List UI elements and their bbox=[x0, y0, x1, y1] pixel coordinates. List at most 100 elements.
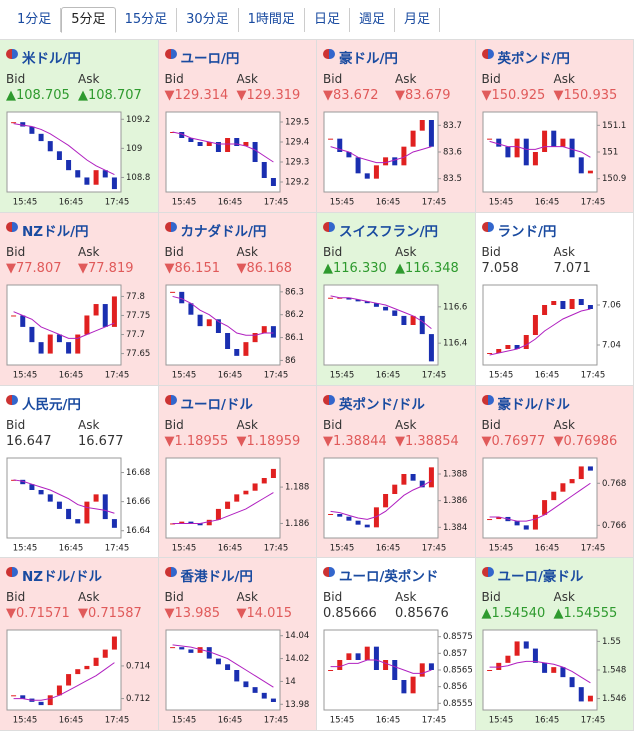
tab[interactable]: 15分足 bbox=[116, 7, 178, 32]
flag-icon bbox=[164, 394, 177, 405]
y-tick-label: 1.188 bbox=[285, 482, 309, 492]
rate-cell[interactable]: ユーロ/豪ドル Bid Ask ▲1.54540 ▲1.54555 1.546 1.548 1… bbox=[475, 558, 634, 731]
pair-name[interactable]: 英ポンド/ドル bbox=[339, 396, 425, 413]
bid-label: Bid bbox=[323, 417, 343, 432]
pair-name[interactable]: 豪ドル/ドル bbox=[497, 396, 570, 413]
rate-cell[interactable]: ランド/円 Bid Ask 7.058 7.071 7.04 7.06 15:45 16:45 1… bbox=[475, 212, 634, 386]
tab[interactable]: 5分足 bbox=[61, 6, 116, 33]
bid-value: ▼1.38844 bbox=[323, 433, 387, 449]
flag-icon bbox=[323, 567, 335, 578]
rate-cell[interactable]: 香港ドル/円 Bid Ask ▼13.985 ▼14.015 13.98 14 14.02 14… bbox=[158, 558, 317, 731]
candle bbox=[373, 506, 379, 527]
candle bbox=[569, 298, 575, 309]
y-tick-label: 86.1 bbox=[285, 333, 304, 343]
rate-cell[interactable]: NZドル/円 Bid Ask ▼77.807 ▼77.819 77.65 77.7 77.75… bbox=[0, 212, 159, 386]
tab[interactable]: 日足 bbox=[305, 7, 350, 32]
candle bbox=[495, 663, 501, 671]
candle bbox=[224, 664, 230, 671]
x-tick-label: 15:45 bbox=[330, 370, 355, 380]
rate-cell[interactable]: 豪ドル/ドル Bid Ask ▼0.76977 ▼0.76986 0.766 0.768 15… bbox=[475, 385, 634, 559]
y-tick-label: 109 bbox=[126, 144, 142, 154]
rate-cell[interactable]: NZドル/ドル Bid Ask ▼0.71571 ▼0.71587 0.712 0.714 1… bbox=[0, 558, 159, 731]
pair-name[interactable]: 米ドル/円 bbox=[22, 51, 81, 67]
moving-average bbox=[172, 644, 274, 688]
pair-name[interactable]: 香港ドル/円 bbox=[180, 569, 253, 586]
rate-cell[interactable]: ユーロ/英ポンド Bid Ask 0.85666 0.85676 0.8555 0.856 0… bbox=[317, 558, 476, 731]
rate-cell[interactable]: ユーロ/ドル Bid Ask ▼1.18955 ▼1.18959 1.186 1.188 15… bbox=[158, 385, 317, 559]
candle bbox=[261, 693, 267, 699]
ask-value: ▲116.348 bbox=[395, 260, 459, 276]
moving-average bbox=[488, 140, 591, 158]
candle bbox=[178, 647, 184, 650]
candle bbox=[559, 482, 565, 492]
x-tick-label: 16:45 bbox=[59, 370, 84, 380]
tab[interactable]: 1分足 bbox=[8, 7, 62, 32]
candle bbox=[486, 138, 492, 140]
rate-cell[interactable]: 人民元/円 Bid Ask 16.647 16.677 16.64 16.66 16.68 15… bbox=[0, 385, 159, 559]
y-tick-label: 0.856 bbox=[443, 682, 467, 692]
candle bbox=[401, 146, 407, 166]
y-tick-label: 77.8 bbox=[126, 292, 145, 302]
flag-icon bbox=[481, 221, 494, 232]
bid-label: Bid bbox=[6, 590, 26, 605]
tab[interactable]: 30分足 bbox=[177, 7, 239, 32]
pair-name[interactable]: ユーロ/ドル bbox=[180, 396, 253, 413]
pair-name[interactable]: カナダドル/円 bbox=[180, 223, 267, 240]
candle bbox=[532, 314, 538, 335]
ask-label: Ask bbox=[78, 244, 100, 259]
candle bbox=[111, 177, 117, 190]
rate-cell[interactable]: 英ポンド/ドル Bid Ask ▼1.38844 ▼1.38854 1.384 1.386 1… bbox=[317, 385, 476, 559]
pair-name[interactable]: ユーロ/英ポンド bbox=[339, 569, 439, 586]
candle bbox=[328, 513, 334, 515]
ask-value: ▼129.319 bbox=[236, 88, 301, 103]
candle bbox=[410, 315, 416, 325]
candle bbox=[383, 157, 389, 166]
candle bbox=[66, 160, 72, 171]
tab[interactable]: 週足 bbox=[350, 7, 395, 32]
pair-name[interactable]: ランド/円 bbox=[497, 223, 557, 240]
pair-name[interactable]: ユーロ/円 bbox=[180, 51, 240, 67]
bid-label: Bid bbox=[164, 590, 184, 605]
x-tick-label: 16:45 bbox=[376, 370, 401, 380]
candle bbox=[224, 332, 230, 349]
tab[interactable]: 月足 bbox=[395, 7, 440, 32]
candle bbox=[233, 670, 239, 682]
rate-cell[interactable]: カナダドル/円 Bid Ask ▼86.151 ▼86.168 86 86.1 86.2 86.… bbox=[158, 212, 317, 386]
rate-cell[interactable]: スイスフラン/円 Bid Ask ▲116.330 ▲116.348 116.4 116.6… bbox=[317, 212, 476, 386]
candle bbox=[187, 138, 193, 142]
moving-average bbox=[172, 491, 274, 524]
mini-chart: 108.8 109 109.2 15:45 16:45 17:45 bbox=[6, 111, 150, 208]
bid-value: ▼83.672 bbox=[323, 88, 379, 103]
mini-chart: 1.384 1.386 1.388 15:45 16:45 17:45 bbox=[323, 457, 467, 553]
candle bbox=[514, 138, 520, 158]
candle bbox=[215, 658, 221, 665]
pair-name[interactable]: NZドル/ドル bbox=[22, 569, 103, 586]
pair-name[interactable]: NZドル/円 bbox=[22, 223, 89, 240]
y-tick-label: 14.02 bbox=[285, 654, 309, 664]
candle bbox=[419, 480, 425, 487]
candle bbox=[75, 334, 81, 354]
candle bbox=[38, 702, 44, 706]
candle bbox=[410, 676, 416, 694]
flag-icon bbox=[6, 394, 18, 405]
candle bbox=[410, 130, 416, 147]
rate-cell[interactable]: ユーロ/円 Bid Ask ▼129.314 ▼129.319 129.2 129.3 129… bbox=[158, 40, 317, 213]
pair-name[interactable]: 豪ドル/円 bbox=[339, 51, 398, 67]
x-tick-label: 15:45 bbox=[13, 543, 38, 553]
tab[interactable]: 1時間足 bbox=[239, 7, 305, 32]
x-tick-label: 17:45 bbox=[263, 370, 288, 380]
pair-name[interactable]: ユーロ/豪ドル bbox=[497, 569, 584, 586]
x-tick-label: 16:45 bbox=[534, 370, 559, 380]
candle bbox=[270, 325, 276, 338]
pair-name[interactable]: 人民元/円 bbox=[22, 396, 81, 413]
rate-cell[interactable]: 豪ドル/円 Bid Ask ▼83.672 ▼83.679 83.5 83.6 83.7 15:… bbox=[317, 40, 476, 213]
candle bbox=[66, 508, 72, 519]
rate-cell[interactable]: 英ポンド/円 Bid Ask ▼150.925 ▼150.935 150.9 151 151.… bbox=[475, 40, 634, 213]
pair-name[interactable]: スイスフラン/円 bbox=[339, 223, 439, 240]
pair-name[interactable]: 英ポンド/円 bbox=[497, 51, 570, 67]
plot-area bbox=[323, 629, 439, 711]
rate-cell[interactable]: 米ドル/円 Bid Ask ▲108.705 ▲108.707 108.8 109 109.2… bbox=[0, 40, 159, 213]
y-tick-label: 14.04 bbox=[285, 631, 309, 641]
candle bbox=[355, 520, 361, 525]
